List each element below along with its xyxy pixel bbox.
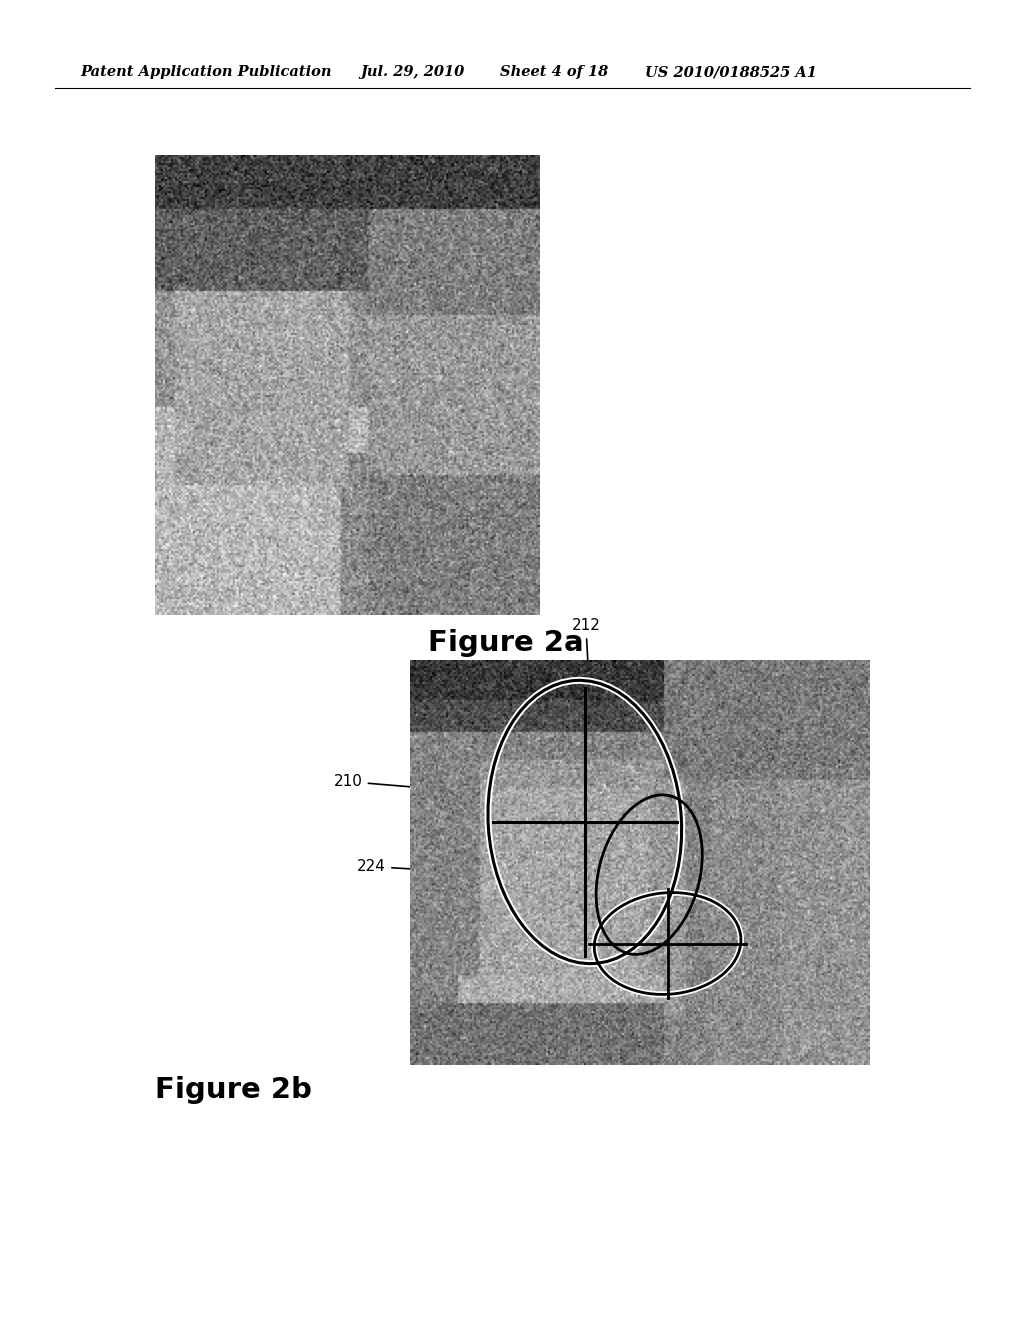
- Text: 220: 220: [444, 962, 599, 989]
- Text: 224: 224: [357, 859, 507, 878]
- Text: 210: 210: [334, 774, 488, 796]
- Text: Figure 2b: Figure 2b: [155, 1076, 312, 1104]
- Text: Jul. 29, 2010: Jul. 29, 2010: [360, 65, 464, 79]
- Text: Patent Application Publication: Patent Application Publication: [80, 65, 332, 79]
- Text: Figure 2a: Figure 2a: [428, 630, 584, 657]
- Text: 214: 214: [682, 735, 728, 801]
- Text: 212: 212: [571, 618, 600, 684]
- Text: Sheet 4 of 18: Sheet 4 of 18: [500, 65, 608, 79]
- Text: US 2010/0188525 A1: US 2010/0188525 A1: [645, 65, 817, 79]
- Text: 222: 222: [441, 920, 594, 935]
